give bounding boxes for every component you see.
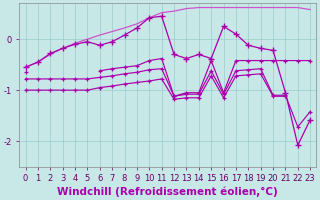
X-axis label: Windchill (Refroidissement éolien,°C): Windchill (Refroidissement éolien,°C)	[58, 186, 278, 197]
